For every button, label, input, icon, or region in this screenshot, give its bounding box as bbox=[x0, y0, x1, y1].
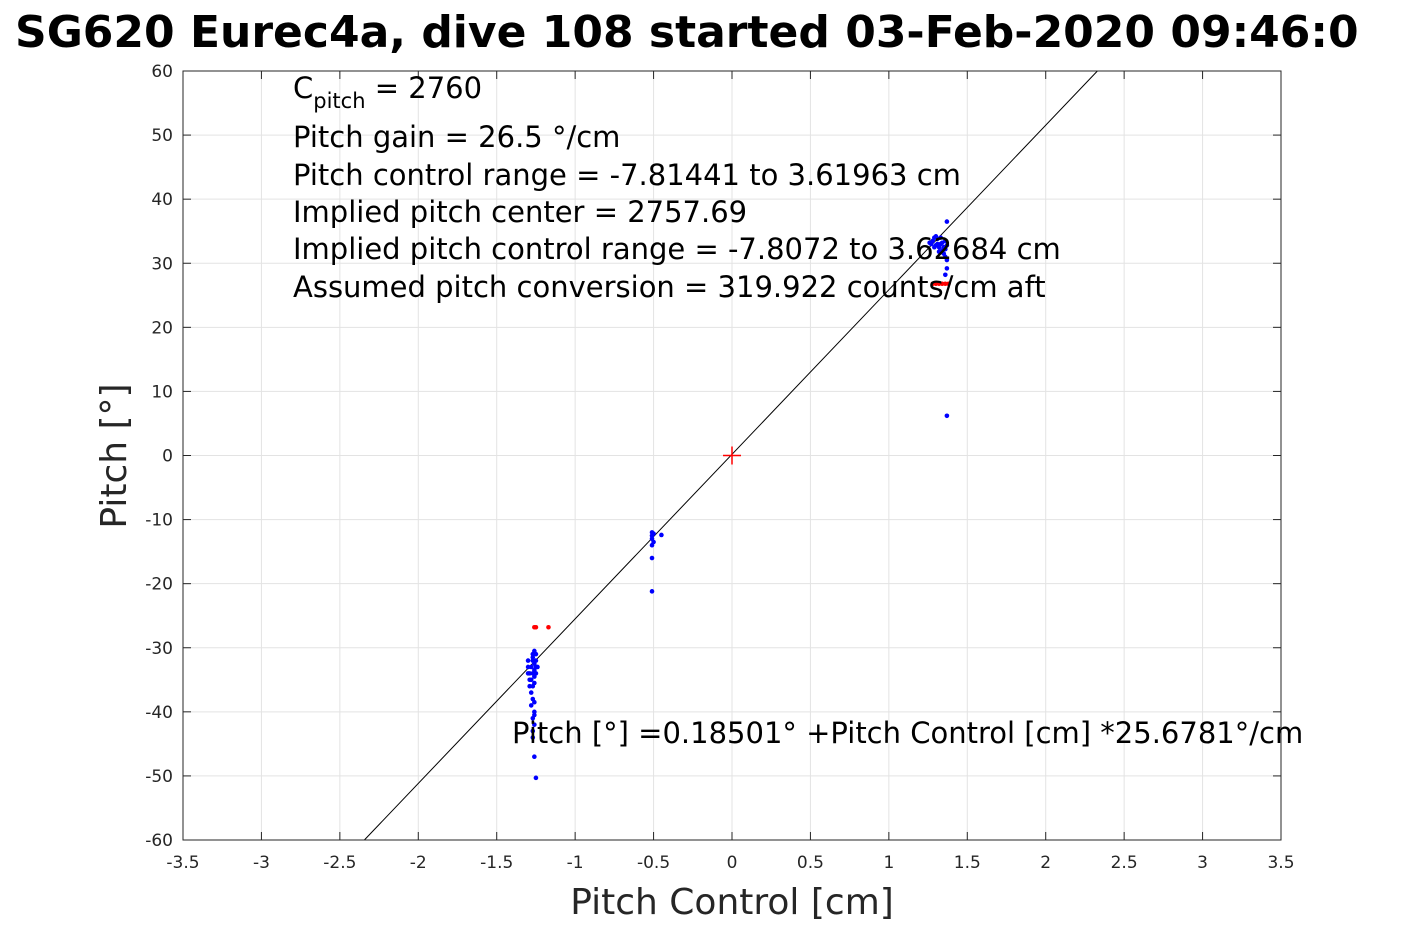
annotation-line: Assumed pitch conversion = 319.922 count… bbox=[293, 270, 1046, 304]
data-point bbox=[944, 257, 950, 263]
data-point bbox=[533, 651, 539, 657]
data-point bbox=[528, 690, 534, 695]
grid bbox=[182, 70, 1282, 841]
x-axis-label: Pitch Control [cm] bbox=[570, 882, 894, 923]
chart-title: SG620 Eurec4a, dive 108 started 03-Feb-2… bbox=[15, 7, 1359, 58]
data-point bbox=[530, 728, 536, 734]
c-pitch-prefix: C bbox=[293, 71, 313, 105]
y-tick-label: -20 bbox=[145, 575, 173, 595]
y-tick-label: -40 bbox=[145, 703, 173, 723]
data-point bbox=[533, 775, 539, 781]
annotation-line: Implied pitch center = 2757.69 bbox=[293, 195, 747, 229]
data-point bbox=[532, 709, 537, 715]
data-point bbox=[944, 413, 950, 419]
data-point bbox=[938, 235, 943, 240]
data-point bbox=[533, 671, 539, 676]
data-point bbox=[944, 266, 950, 271]
data-point bbox=[533, 624, 539, 630]
y-tick-label: 10 bbox=[151, 382, 173, 402]
x-tick-label: 0 bbox=[727, 853, 738, 873]
annotation-line: Pitch gain = 26.5 °/cm bbox=[293, 120, 620, 154]
x-tick-label: 2.5 bbox=[1111, 853, 1138, 873]
data-point bbox=[527, 677, 532, 683]
data-point bbox=[525, 671, 531, 676]
y-tick-label: -60 bbox=[145, 831, 173, 851]
x-tick-label: -1.5 bbox=[480, 853, 513, 873]
y-tick-label: -30 bbox=[145, 639, 173, 659]
data-point bbox=[530, 735, 536, 740]
data-point bbox=[944, 243, 950, 248]
data-point bbox=[936, 249, 942, 255]
y-tick-label: 30 bbox=[151, 254, 173, 274]
data-point bbox=[525, 658, 531, 663]
data-point bbox=[943, 272, 948, 278]
data-point bbox=[649, 589, 655, 594]
x-tick-label: 3 bbox=[1197, 853, 1208, 873]
y-axis-label: Pitch [°] bbox=[94, 383, 135, 528]
x-tick-label: 0.5 bbox=[797, 853, 824, 873]
fit-equation: Pitch [°] =0.18501° +Pitch Control [cm] … bbox=[512, 716, 1303, 750]
x-tick-label: 1.5 bbox=[954, 853, 981, 873]
data-point bbox=[927, 240, 932, 246]
x-tick-label: -2 bbox=[410, 853, 427, 873]
data-point bbox=[943, 238, 948, 244]
data-point bbox=[946, 281, 951, 287]
y-tick-labels: -60 -50 -40 -30 -20 -10 0 10 20 30 40 50 60 bbox=[145, 62, 173, 851]
data-point bbox=[651, 531, 656, 536]
data-point bbox=[546, 624, 551, 630]
y-tick-label: 40 bbox=[151, 190, 173, 210]
y-tick-label: 20 bbox=[151, 318, 173, 338]
center-marker-group bbox=[723, 446, 741, 465]
data-point bbox=[943, 246, 948, 252]
data-points bbox=[525, 219, 951, 781]
data-point bbox=[532, 754, 537, 759]
y-tick-label: 50 bbox=[151, 126, 173, 146]
data-point bbox=[532, 699, 537, 705]
data-point bbox=[649, 542, 655, 548]
x-tick-label: -0.5 bbox=[637, 853, 670, 873]
x-tick-label: -2.5 bbox=[323, 853, 356, 873]
x-tick-labels: -3.5 -3 -2.5 -2 -1.5 -1 -0.5 0 0.5 1 1.5 2 2.5 3 3.5 bbox=[166, 853, 1294, 873]
data-point bbox=[527, 683, 532, 689]
annotation-line: Implied pitch control range = -7.8072 to… bbox=[293, 232, 1061, 266]
c-pitch-annotation: Cpitch = 2760 bbox=[293, 71, 482, 113]
c-pitch-subscript: pitch bbox=[313, 89, 365, 113]
y-tick-label: 60 bbox=[151, 62, 173, 82]
x-tick-label: -1 bbox=[567, 853, 584, 873]
data-point bbox=[659, 532, 664, 538]
data-point bbox=[533, 658, 539, 663]
x-tick-label: 1 bbox=[883, 853, 894, 873]
data-point bbox=[535, 664, 540, 670]
y-tick-label: -10 bbox=[145, 511, 173, 531]
data-point bbox=[525, 664, 531, 670]
y-tick-label: 0 bbox=[162, 447, 173, 467]
c-pitch-suffix: = 2760 bbox=[366, 71, 483, 105]
data-point bbox=[532, 712, 537, 718]
annotation-line: Pitch control range = -7.81441 to 3.6196… bbox=[293, 158, 961, 192]
data-point bbox=[649, 555, 655, 561]
data-point bbox=[532, 722, 537, 727]
data-point bbox=[933, 243, 939, 248]
y-tick-label: -50 bbox=[145, 767, 173, 787]
x-tick-label: -3 bbox=[253, 853, 270, 873]
data-point bbox=[944, 219, 950, 224]
data-point bbox=[532, 680, 537, 686]
data-point bbox=[530, 655, 536, 660]
x-tick-label: 2 bbox=[1040, 853, 1051, 873]
x-tick-label: 3.5 bbox=[1267, 853, 1294, 873]
tick-marks bbox=[182, 70, 1282, 841]
x-tick-label: -3.5 bbox=[166, 853, 199, 873]
data-point bbox=[528, 703, 534, 708]
